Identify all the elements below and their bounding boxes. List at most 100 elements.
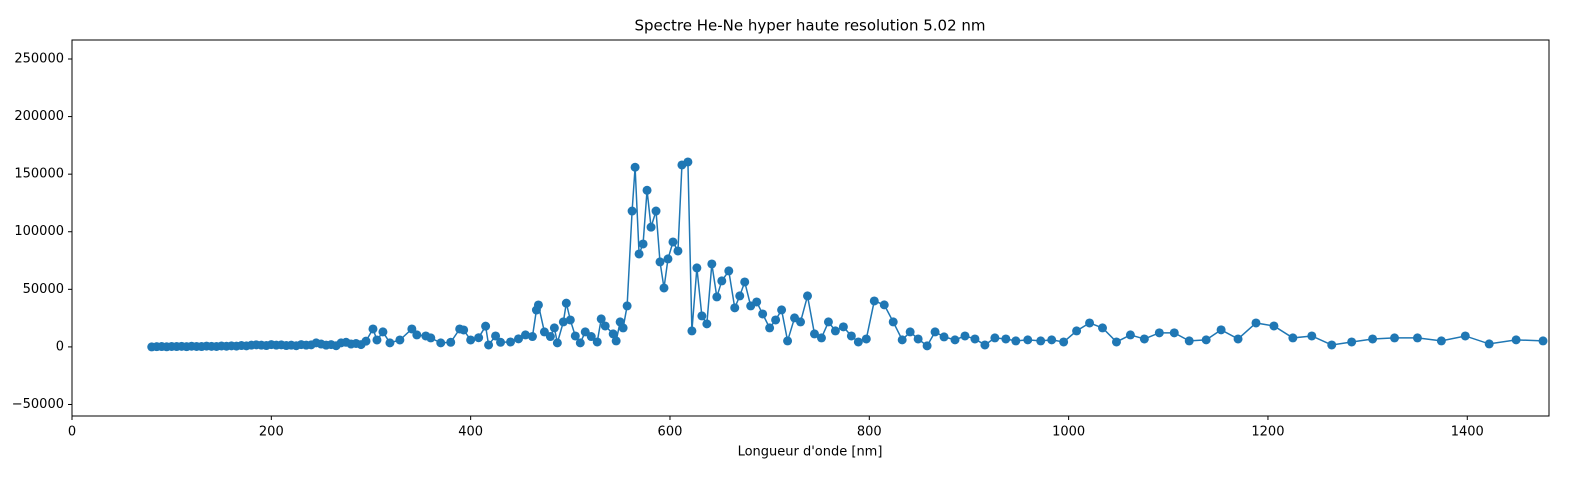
data-point	[558, 317, 568, 327]
data-point	[809, 329, 819, 339]
data-point	[1269, 321, 1279, 331]
data-point	[600, 321, 610, 331]
y-tick-label: 0	[56, 339, 64, 354]
data-point	[634, 249, 644, 259]
data-point	[527, 332, 537, 342]
data-point	[1154, 328, 1164, 338]
data-point	[361, 336, 371, 346]
data-point	[683, 157, 693, 167]
data-point	[717, 276, 727, 286]
data-point	[1059, 337, 1069, 347]
data-point	[638, 239, 648, 249]
data-line	[151, 160, 1544, 348]
data-point	[1436, 336, 1446, 346]
x-tick-label: 1200	[1251, 425, 1284, 440]
data-point	[922, 341, 932, 351]
data-point	[586, 332, 596, 342]
data-point	[1047, 335, 1057, 345]
data-point	[1139, 334, 1149, 344]
data-point	[730, 303, 740, 313]
data-point	[1484, 339, 1494, 349]
y-tick-label: 250000	[14, 52, 64, 67]
data-point	[596, 314, 606, 324]
data-point	[1201, 335, 1211, 345]
data-point	[939, 332, 949, 342]
data-point	[752, 297, 762, 307]
data-point	[830, 326, 840, 336]
y-tick-label: −50000	[12, 397, 64, 412]
data-point	[651, 206, 661, 216]
data-point	[378, 327, 388, 337]
data-point	[1538, 336, 1548, 346]
data-point	[853, 337, 863, 347]
data-point	[622, 301, 632, 311]
data-point	[459, 325, 469, 335]
data-point	[897, 335, 907, 345]
data-point	[1036, 336, 1046, 346]
data-point	[771, 315, 781, 325]
data-point	[549, 323, 559, 333]
data-point	[687, 326, 697, 336]
data-point	[1011, 336, 1021, 346]
data-point	[1023, 335, 1033, 345]
data-point	[930, 327, 940, 337]
data-point	[692, 263, 702, 273]
data-point	[385, 338, 395, 348]
data-point	[496, 337, 506, 347]
data-point	[1184, 336, 1194, 346]
data-point	[888, 317, 898, 327]
data-point	[372, 335, 382, 345]
y-tick-label: 200000	[14, 109, 64, 124]
x-tick-label: 400	[458, 425, 483, 440]
data-point	[627, 206, 637, 216]
data-point	[702, 319, 712, 329]
x-tick-label: 200	[259, 425, 284, 440]
data-point	[1251, 318, 1261, 328]
data-point	[1098, 323, 1108, 333]
data-point	[592, 337, 602, 347]
data-point	[446, 337, 456, 347]
data-point	[565, 315, 575, 325]
data-point	[668, 237, 678, 247]
data-point	[712, 292, 722, 302]
data-point	[960, 331, 970, 341]
y-tick-label: 150000	[14, 167, 64, 182]
data-point	[436, 338, 446, 348]
data-point	[395, 335, 405, 345]
data-point	[777, 305, 787, 315]
data-point	[513, 334, 523, 344]
data-point	[1368, 334, 1378, 344]
data-point	[803, 291, 813, 301]
data-point	[846, 331, 856, 341]
data-point	[642, 185, 652, 195]
data-point	[1412, 333, 1422, 343]
data-point	[466, 335, 476, 345]
data-point	[796, 317, 806, 327]
data-point	[618, 323, 628, 333]
data-point	[646, 222, 656, 232]
data-point	[758, 309, 768, 319]
data-point	[1072, 326, 1082, 336]
data-point	[861, 334, 871, 344]
data-point	[1111, 337, 1121, 347]
data-point	[1085, 318, 1095, 328]
data-point	[520, 330, 530, 340]
data-point	[608, 329, 618, 339]
data-point	[707, 259, 717, 269]
data-point	[1125, 330, 1135, 340]
data-point	[412, 330, 422, 340]
x-tick-label: 800	[857, 425, 882, 440]
data-point	[474, 333, 484, 343]
data-point	[980, 340, 990, 350]
data-point	[663, 254, 673, 264]
axes-frame	[71, 39, 1550, 417]
data-point	[1347, 337, 1357, 347]
data-point	[561, 298, 571, 308]
data-point	[823, 317, 833, 327]
data-point	[697, 311, 707, 321]
data-point	[570, 331, 580, 341]
data-point	[545, 332, 555, 342]
data-point	[673, 246, 683, 256]
data-point	[1327, 340, 1337, 350]
